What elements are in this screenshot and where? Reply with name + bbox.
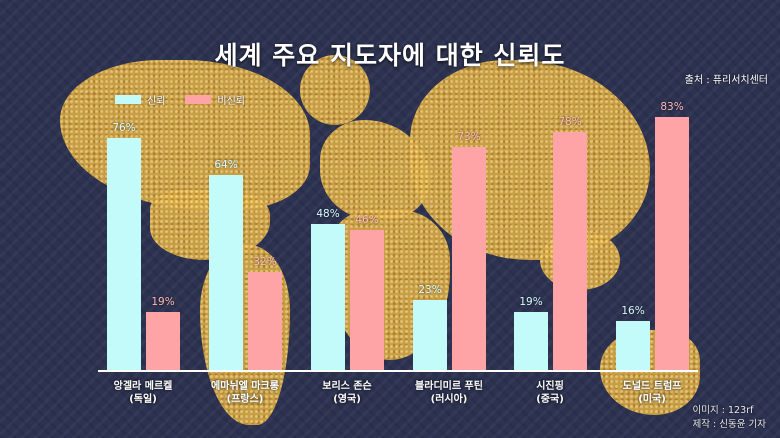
source-note: 출처 : 퓨리서치센터 <box>684 75 768 86</box>
value-trust-putin: 23% <box>418 284 442 296</box>
legend: 신뢰 비신뢰 <box>115 92 259 107</box>
value-trust-xi: 19% <box>519 296 543 308</box>
category-name: 보리스 존슨 <box>322 381 372 392</box>
category-label-merkel: 앙겔라 메르켈 (독일) <box>88 380 198 406</box>
legend-label-distrust: 비신뢰 <box>217 96 246 107</box>
category-label-macron: 에마뉘엘 마크롱 (프랑스) <box>190 380 300 406</box>
category-country: (러시아) <box>430 394 468 405</box>
value-distrust-trump: 83% <box>660 101 684 113</box>
bar-trust-merkel <box>107 138 141 370</box>
category-country: (독일) <box>129 394 157 405</box>
category-name: 앙겔라 메르켈 <box>113 381 173 392</box>
bar-trust-macron <box>209 175 243 370</box>
value-distrust-xi: 78% <box>558 116 582 128</box>
legend-swatch-trust <box>115 95 141 104</box>
bar-distrust-macron <box>248 272 282 370</box>
category-country: (미국) <box>638 394 666 405</box>
legend-label-trust: 신뢰 <box>147 96 166 107</box>
value-distrust-johnson: 46% <box>355 214 379 226</box>
category-name: 에마뉘엘 마크롱 <box>211 381 279 392</box>
bar-distrust-merkel <box>146 312 180 370</box>
value-distrust-macron: 32% <box>253 256 277 268</box>
value-trust-johnson: 48% <box>316 208 340 220</box>
x-axis-baseline <box>98 370 698 372</box>
author-credit: 제작 : 신동윤 기자 <box>692 419 766 430</box>
bar-trust-johnson <box>311 224 345 370</box>
category-label-trump: 도널드 트럼프 (미국) <box>597 380 707 406</box>
chart-title: 세계 주요 지도자에 대한 신뢰도 <box>214 41 566 70</box>
legend-swatch-distrust <box>185 95 212 104</box>
legend-item-distrust: 비신뢰 <box>185 92 245 107</box>
category-name: 블라디미르 푸틴 <box>415 381 483 392</box>
bar-distrust-johnson <box>350 230 384 370</box>
category-country: (영국) <box>333 394 361 405</box>
credits: 이미지 : 123rf 제작 : 신동윤 기자 <box>693 404 766 432</box>
value-distrust-putin: 73% <box>457 131 481 143</box>
bar-distrust-xi <box>553 132 587 370</box>
bar-trust-putin <box>413 300 447 370</box>
value-trust-merkel: 76% <box>112 122 136 134</box>
category-country: (프랑스) <box>226 394 264 405</box>
bar-distrust-trump <box>655 117 689 370</box>
value-trust-macron: 64% <box>214 159 238 171</box>
bar-distrust-putin <box>452 147 486 370</box>
legend-item-trust: 신뢰 <box>115 92 165 107</box>
category-name: 도널드 트럼프 <box>622 381 682 392</box>
category-label-putin: 블라디미르 푸틴 (러시아) <box>394 380 504 406</box>
image-credit: 이미지 : 123rf <box>692 405 754 416</box>
value-trust-trump: 16% <box>621 305 645 317</box>
category-name: 시진핑 <box>536 381 564 392</box>
category-label-xi: 시진핑 (중국) <box>495 380 605 406</box>
value-distrust-merkel: 19% <box>151 296 175 308</box>
bar-trust-trump <box>616 321 650 370</box>
category-country: (중국) <box>536 394 564 405</box>
bar-trust-xi <box>514 312 548 370</box>
category-label-johnson: 보리스 존슨 (영국) <box>292 380 402 406</box>
